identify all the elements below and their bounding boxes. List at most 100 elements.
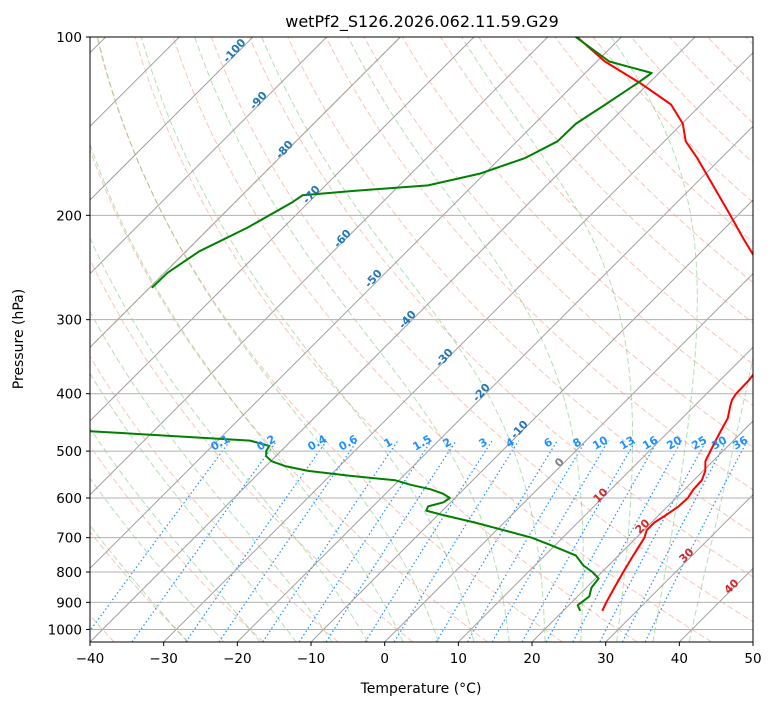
dry-adiabat-line [249,37,753,578]
moist-adiabat-line [461,37,634,642]
mixing-ratio-line [262,440,399,642]
y-tick-label: 600 [56,491,82,507]
dry-adiabat-line [401,37,753,406]
x-tick-label: 40 [671,651,688,667]
moist-adiabat-line [688,355,753,642]
moist-adiabat-line [90,142,404,642]
isotherm-line [90,37,254,201]
mixing-ratio-label: 0.6 [337,432,361,453]
dry-adiabat-line [745,37,753,45]
isotherm-line [90,37,401,349]
plot-frame [89,36,754,643]
axes: −40 −30 −20 −10 0 10 20 30 40 5010020030040050060… [48,30,762,667]
isotherm-line [531,420,753,642]
moist-adiabat-line [90,524,188,642]
isotherm-line [90,37,475,422]
x-tick-label: 30 [597,651,614,667]
isotherm-line [384,272,753,642]
moist-adiabat-line [194,37,510,642]
mixing-ratio-label: 10 [590,433,610,452]
mixing-ratio-line [545,440,659,642]
reference-line [90,37,401,349]
mixing-ratio-label: 6 [542,435,555,450]
mixing-ratio-label: 0.1 [209,432,232,453]
dry-adiabat-line [90,258,414,642]
moist-adiabat-line [90,427,261,642]
mixing-ratio-label: 1.5 [411,432,434,453]
mixing-ratio-line [185,440,328,642]
isotherm-line [310,199,753,642]
dewpoint-trace [90,430,600,612]
y-tick-label: 100 [56,30,82,46]
mixing-ratio-line [621,440,728,642]
dry-adiabat-line [90,148,488,642]
mixing-ratio-line [466,440,587,642]
dry-adiabat-line [96,37,563,642]
mixing-ratio-label: 25 [689,434,709,453]
isotherm-line [90,37,622,570]
dry-adiabat-label: -20 [470,381,493,405]
background-lines [90,37,753,642]
moist-adiabat-line [610,37,698,642]
isotherm-line [605,493,753,642]
mixing-ratio-label: 2 [441,435,454,450]
y-axis-label: Pressure (hPa) [11,289,27,389]
dry-adiabat-label: -40 [396,308,419,332]
dry-adiabat-line [90,531,190,642]
isotherm-line [236,125,753,642]
isotherm-line [163,51,753,642]
x-tick-label: −40 [76,651,105,667]
x-tick-label: 50 [744,651,761,667]
dry-adiabat-label: -50 [362,267,385,291]
mixing-ratio-line [393,440,520,642]
dry-adiabat-label: -80 [273,138,296,162]
mixing-ratio-label: 0.4 [306,432,330,453]
dry-adiabat-line [707,37,753,85]
moist-adiabat-label: 20 [633,516,653,536]
y-tick-label: 800 [56,565,82,581]
moist-adiabat-line [90,236,369,642]
mixing-ratio-line [325,440,457,642]
isotherm-line [678,567,753,642]
y-tick-label: 700 [56,531,82,547]
moist-adiabat-label: 30 [677,545,697,565]
dry-adiabat-line [90,355,339,642]
isotherm-line [752,641,753,642]
x-tick-label: 20 [523,651,540,667]
mixing-ratio-line [644,440,748,642]
dry-adiabat-line [439,37,753,365]
dry-adiabat-line [210,37,753,623]
dry-adiabat-label: -30 [433,346,456,370]
dry-adiabat-label: -70 [300,183,323,207]
y-tick-label: 200 [56,208,82,224]
y-tick-label: 300 [56,313,82,329]
isotherm-line [90,37,328,275]
mixing-ratio-line [572,440,683,642]
isotherm-line [90,37,696,642]
moist-adiabat-label: 40 [722,576,742,596]
dry-adiabat-label: -60 [331,227,354,251]
y-tick-label: 400 [56,387,82,403]
mixing-ratio-label: 20 [664,433,684,452]
dry-adiabat-line [90,445,264,642]
x-tick-label: −30 [149,651,178,667]
mixing-ratio-label: 36 [730,433,750,452]
mixing-ratio-line [521,440,637,642]
dry-adiabat-line [134,37,638,642]
mixing-ratio-line [435,440,558,642]
x-axis-label: Temperature (°C) [360,681,482,697]
y-tick-label: 500 [56,444,82,460]
dry-adiabat-label: -100 [220,36,248,65]
mixing-ratio-line [599,440,707,642]
dry-adiabat-line [325,37,753,491]
dry-adiabat-line [516,37,753,284]
mixing-ratio-label: 16 [640,433,660,452]
chart-title: wetPf2_S126.2026.062.11.59.G29 [285,12,559,32]
sounding-traces [90,37,753,612]
dry-adiabat-line [287,37,753,534]
isotherm-line [457,346,753,642]
y-tick-label: 900 [56,595,82,611]
moist-adiabat-label: 10 [591,485,611,505]
dry-adiabat-line [554,37,753,243]
